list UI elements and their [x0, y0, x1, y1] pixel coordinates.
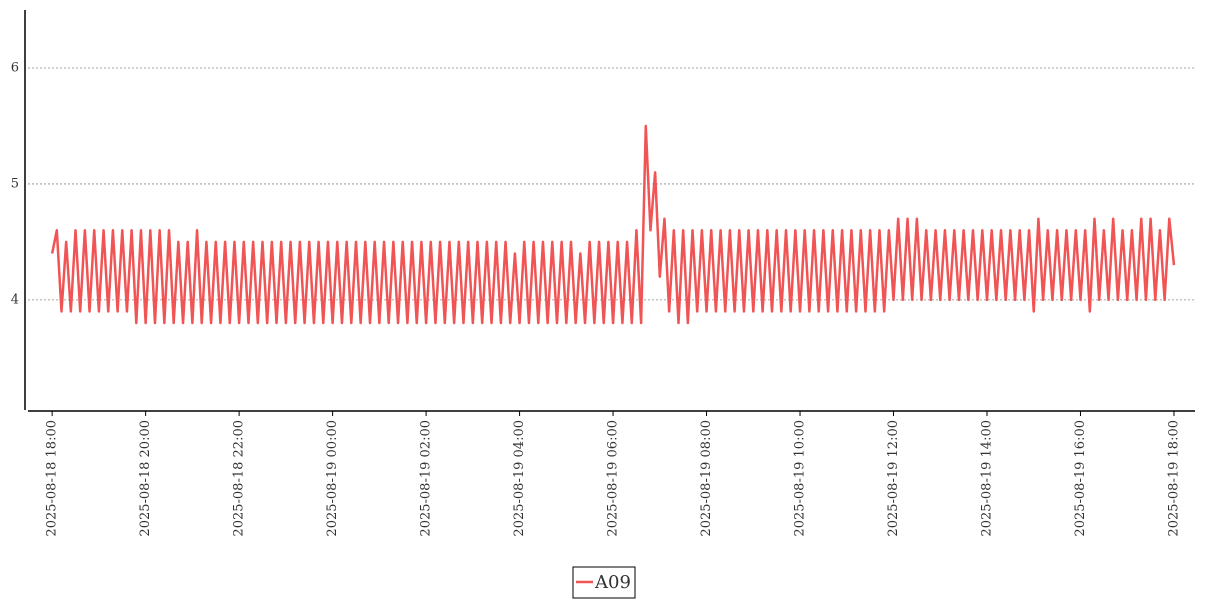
x-tick-label: 2025-08-19 06:00 — [606, 420, 621, 537]
x-tick-label: 2025-08-18 18:00 — [45, 420, 60, 537]
x-tick-label: 2025-08-18 20:00 — [138, 420, 153, 537]
data-line — [50, 124, 1176, 325]
x-tick-label: 2025-08-18 22:00 — [232, 420, 247, 537]
x-tick-label: 2025-08-19 04:00 — [512, 420, 527, 537]
y-tick-label: 6 — [11, 60, 19, 75]
x-tick-label: 2025-08-19 08:00 — [699, 420, 714, 537]
x-tick-label: 2025-08-19 02:00 — [419, 420, 434, 537]
x-tick-label: 2025-08-19 14:00 — [979, 420, 994, 537]
x-tick-label: 2025-08-19 00:00 — [325, 420, 340, 537]
x-tick-label: 2025-08-19 12:00 — [886, 420, 901, 537]
y-tick-label: 4 — [11, 292, 19, 307]
legend-label: A09 — [594, 572, 631, 593]
x-tick-label: 2025-08-19 10:00 — [793, 420, 808, 537]
x-tick-label: 2025-08-19 16:00 — [1073, 420, 1088, 537]
x-tick-label: 2025-08-19 18:00 — [1166, 420, 1181, 537]
y-tick-label: 5 — [11, 176, 19, 191]
